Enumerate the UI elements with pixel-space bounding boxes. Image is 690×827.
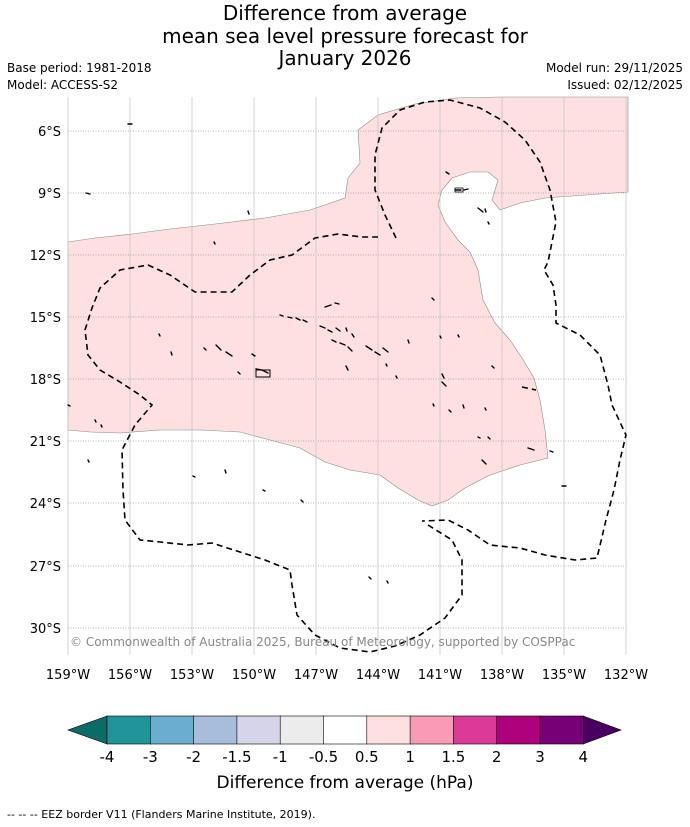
colorbar-segment: [409, 715, 455, 745]
latitude-label: 9°S: [38, 187, 61, 202]
base-period: Base period: 1981-2018: [7, 61, 152, 75]
copyright-notice: © Commonwealth of Australia 2025, Bureau…: [70, 635, 575, 649]
latitude-label: 21°S: [30, 435, 61, 450]
colorbar-tick-label: -1.5: [222, 748, 251, 766]
colorbar-tick-label: 4: [579, 748, 589, 766]
latitude-label: 27°S: [30, 560, 61, 575]
colorbar-high-arrow: [582, 715, 622, 745]
longitude-label: 141°W: [418, 668, 462, 683]
latitude-label: 24°S: [30, 497, 61, 512]
anomaly-area: [67, 96, 629, 507]
run-info: Model run: 29/11/2025 Issued: 02/12/2025: [546, 60, 683, 94]
colorbar-segment: [150, 715, 195, 745]
map-panel: © Commonwealth of Australia 2025, Bureau…: [67, 96, 629, 655]
colorbar-segment: [236, 715, 281, 745]
colorbar-tick-label: -1: [273, 748, 288, 766]
colorbar-segment: [366, 715, 411, 745]
latitude-label: 30°S: [30, 622, 61, 637]
colorbar-tick-label: -0.5: [309, 748, 338, 766]
colorbar-segment: [193, 715, 238, 745]
longitude-label: 135°W: [542, 668, 586, 683]
colorbar-tick-label: 3: [535, 748, 545, 766]
eez-legend: -- -- -- EEZ border V11 (Flanders Marine…: [7, 808, 316, 821]
colorbar-label: Difference from average (hPa): [217, 773, 474, 793]
longitude-label: 132°W: [604, 668, 648, 683]
colorbar-segment: [106, 715, 151, 745]
latitude-label: 12°S: [30, 249, 61, 264]
colorbar-segment: [279, 715, 325, 745]
colorbar-tick-label: -4: [100, 748, 115, 766]
eez-border-main: [374, 99, 627, 561]
colorbar-segment: [453, 715, 498, 745]
colorbar-tick-label: 2: [492, 748, 502, 766]
colorbar-tick-label: -3: [143, 748, 158, 766]
colorbar-segment: [496, 715, 541, 745]
longitude-label: 138°W: [480, 668, 524, 683]
colorbar-segment: [539, 715, 584, 745]
longitude-label: 144°W: [356, 668, 400, 683]
longitude-labels: 159°W 156°W 153°W 150°W 147°W 144°W 141°W 138°W…: [46, 668, 648, 683]
model-name: Model: ACCESS-S2: [7, 78, 119, 92]
longitude-label: 153°W: [170, 668, 214, 683]
eez-border-east: [521, 386, 537, 391]
latitude-label: 15°S: [30, 311, 61, 326]
latitude-labels: 6°S 9°S 12°S 15°S 18°S 21°S 24°S 27°S 30°S: [30, 125, 61, 637]
colorbar-low-arrow: [67, 715, 108, 745]
latitude-label: 6°S: [38, 125, 61, 140]
colorbar: -4 -3 -2 -1.5 -1 -0.5 0.5 1 1.5 2 3 4: [67, 715, 622, 766]
colorbar-tick-label: 1.5: [441, 748, 465, 766]
eez-border-south: [84, 233, 463, 653]
map-title: Difference from average mean sea level p…: [0, 2, 690, 70]
longitude-label: 150°W: [232, 668, 276, 683]
latitude-label: 18°S: [30, 373, 61, 388]
title-line-3: January 2026: [278, 46, 412, 70]
issued-date: Issued: 02/12/2025: [567, 78, 683, 92]
eez-borders: [84, 99, 627, 653]
longitude-label: 159°W: [46, 668, 90, 683]
islands: [67, 123, 567, 584]
title-line-1: Difference from average: [222, 1, 468, 25]
colorbar-tick-label: 1: [405, 748, 415, 766]
longitude-label: 156°W: [108, 668, 152, 683]
graticule: [67, 97, 628, 655]
title-line-2: mean sea level pressure forecast for: [162, 23, 528, 48]
colorbar-tick-label: 0.5: [355, 748, 379, 766]
model-info: Base period: 1981-2018 Model: ACCESS-S2: [7, 60, 152, 94]
model-run-date: Model run: 29/11/2025: [545, 61, 683, 75]
longitude-label: 147°W: [294, 668, 338, 683]
colorbar-tick-label: -2: [186, 748, 201, 766]
colorbar-segment: [323, 715, 368, 745]
